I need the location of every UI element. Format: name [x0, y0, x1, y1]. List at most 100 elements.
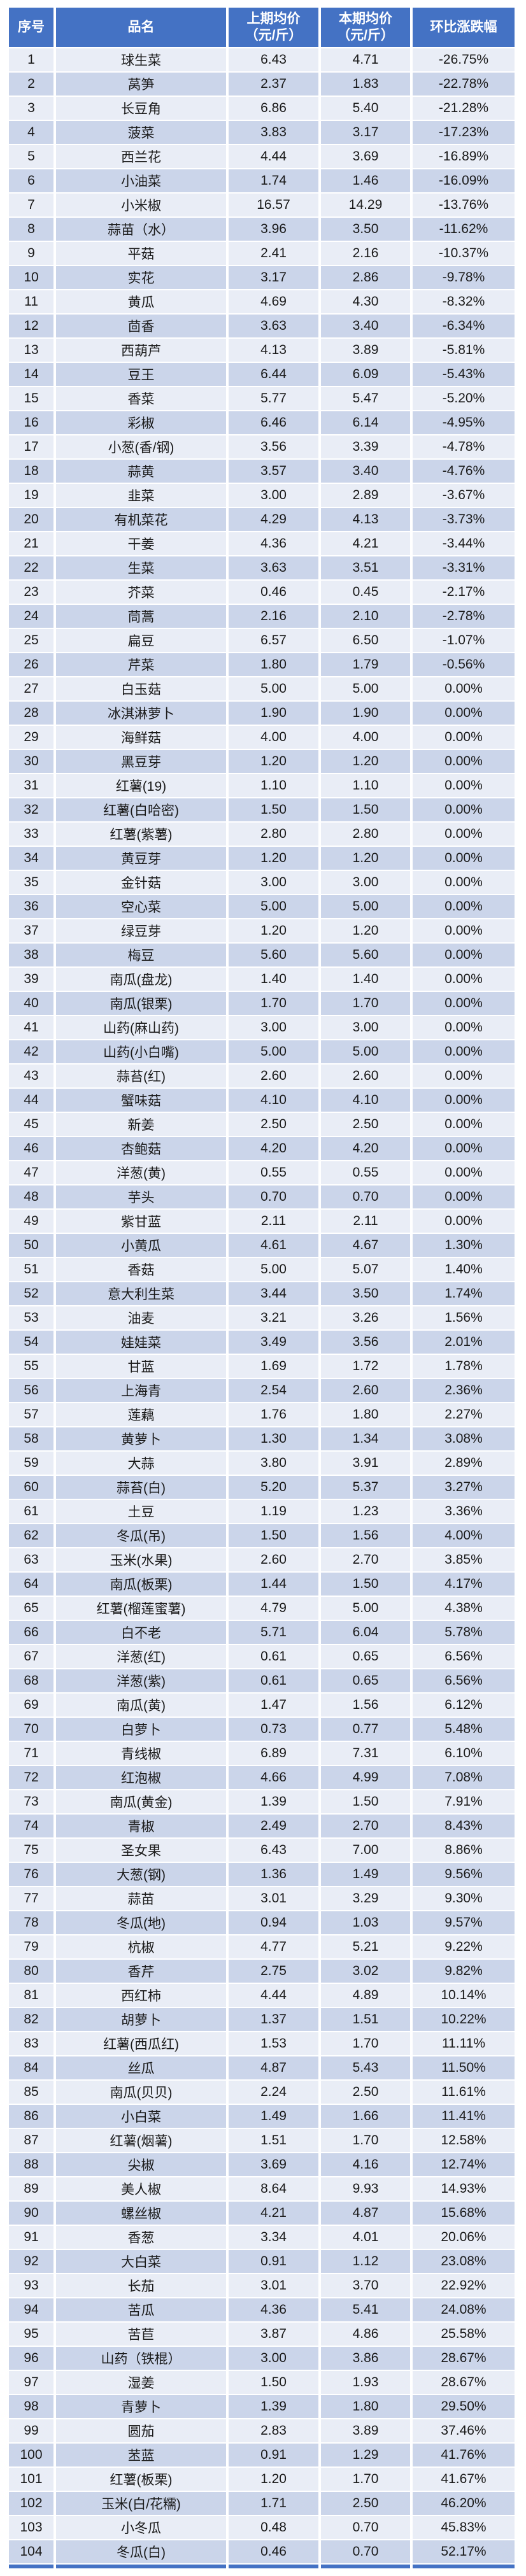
cell-name: 空心菜: [56, 895, 226, 918]
cell-change: 12.74%: [413, 2153, 515, 2176]
cell-change: 5.78%: [413, 1621, 515, 1644]
cell-change: 2.01%: [413, 1331, 515, 1354]
cell-prev-price: 5.60: [229, 944, 318, 966]
table-row: 45 新姜 2.50 2.50 0.00%: [9, 1113, 515, 1136]
table-row: 90 螺丝椒 4.21 4.87 15.68%: [9, 2202, 515, 2225]
cell-prev-price: 1.10: [229, 774, 318, 797]
cell-prev-price: 0.91: [229, 2250, 318, 2273]
cell-curr-price: 2.80: [321, 823, 410, 846]
cell-index: 34: [9, 847, 53, 870]
cell-prev-price: 2.24: [229, 2081, 318, 2104]
cell-index: 40: [9, 992, 53, 1015]
cell-curr-price: 7.31: [321, 1742, 410, 1765]
table-row: 102 玉米(白/花糯) 1.71 2.50 46.20%: [9, 2492, 515, 2515]
cell-curr-price: 1.70: [321, 2129, 410, 2152]
cell-prev-price: 4.87: [229, 2056, 318, 2079]
cell-curr-price: 1.51: [321, 2008, 410, 2031]
cell-index: 60: [9, 1476, 53, 1499]
cell-index: 80: [9, 1960, 53, 1983]
cell-name: 彩椒: [56, 411, 226, 434]
cell-name: 红薯(紫薯): [56, 823, 226, 846]
cell-prev-price: 3.00: [229, 484, 318, 507]
table-row: 10 实花 3.17 2.86 -9.78%: [9, 266, 515, 289]
cell-change: -10.37%: [413, 242, 515, 265]
cell-curr-price: 9.93: [321, 2177, 410, 2200]
table-row: 52 意大利生菜 3.44 3.50 1.74%: [9, 1282, 515, 1305]
cell-change: -3.31%: [413, 556, 515, 579]
cell-change: 11.41%: [413, 2105, 515, 2128]
cell-name: 冰淇淋萝卜: [56, 702, 226, 725]
cell-name: 蒜苔(白): [56, 1476, 226, 1499]
table-row: 79 杭椒 4.77 5.21 9.22%: [9, 1936, 515, 1958]
cell-name: 韭菜: [56, 484, 226, 507]
cell-change: 7.08%: [413, 1766, 515, 1789]
table-row: 48 芋头 0.70 0.70 0.00%: [9, 1185, 515, 1208]
cell-change: -21.28%: [413, 97, 515, 120]
cell-index: 102: [9, 2492, 53, 2515]
table-row: 74 青椒 2.49 2.70 8.43%: [9, 1815, 515, 1837]
cell-change: 28.67%: [413, 2347, 515, 2370]
cell-change: 0.00%: [413, 919, 515, 942]
table-row: 65 红薯(榴莲蜜薯) 4.79 5.00 4.38%: [9, 1597, 515, 1620]
cell-curr-price: 1.83: [321, 73, 410, 96]
cell-index: 75: [9, 1839, 53, 1862]
cell-name: 莲藕: [56, 1403, 226, 1426]
table-row: 7 小米椒 16.57 14.29 -13.76%: [9, 194, 515, 216]
cell-change: 11.61%: [413, 2081, 515, 2104]
cell-name: 杏鲍菇: [56, 1137, 226, 1160]
cell-name: 新姜: [56, 1113, 226, 1136]
cell-curr-price: 2.50: [321, 1113, 410, 1136]
cell-index: 66: [9, 1621, 53, 1644]
table-row: 53 油麦 3.21 3.26 1.56%: [9, 1306, 515, 1329]
cell-prev-price: 1.69: [229, 1355, 318, 1378]
table-row: 2 莴笋 2.37 1.83 -22.78%: [9, 73, 515, 96]
cell-prev-price: 4.20: [229, 1137, 318, 1160]
cell-index: 77: [9, 1887, 53, 1910]
cell-change: 46.20%: [413, 2492, 515, 2515]
cell-name: 胡萝卜: [56, 2008, 226, 2031]
cell-index: 82: [9, 2008, 53, 2031]
table-row: 28 冰淇淋萝卜 1.90 1.90 0.00%: [9, 702, 515, 725]
cell-index: 64: [9, 1573, 53, 1596]
cell-name: 玉米(白/花糯): [56, 2492, 226, 2515]
table-row: 16 彩椒 6.46 6.14 -4.95%: [9, 411, 515, 434]
table-row: 36 空心菜 5.00 5.00 0.00%: [9, 895, 515, 918]
table-row: 64 南瓜(板栗) 1.44 1.50 4.17%: [9, 1573, 515, 1596]
cell-name: 玉米(水果): [56, 1548, 226, 1571]
cell-curr-price: 6.09: [321, 363, 410, 386]
cell-prev-price: 4.36: [229, 2298, 318, 2321]
cell-curr-price: 4.71: [321, 48, 410, 71]
table-row: 43 蒜苔(红) 2.60 2.60 0.00%: [9, 1065, 515, 1087]
cell-prev-price: 3.63: [229, 315, 318, 337]
cell-index: 11: [9, 290, 53, 313]
cell-name: 小油菜: [56, 169, 226, 192]
cell-index: 94: [9, 2298, 53, 2321]
cell-name: 美人椒: [56, 2177, 226, 2200]
table-row: 92 大白菜 0.91 1.12 23.08%: [9, 2250, 515, 2273]
cell-prev-price: 1.40: [229, 968, 318, 991]
cell-prev-price: 4.44: [229, 1984, 318, 2007]
table-row: 31 红薯(19) 1.10 1.10 0.00%: [9, 774, 515, 797]
cell-change: 12.58%: [413, 2129, 515, 2152]
cell-change: 3.85%: [413, 1548, 515, 1571]
cell-prev-price: 4.69: [229, 290, 318, 313]
table-header-row: 序号 品名 上期均价 （元/斤） 本期均价 （元/斤） 环比涨跌幅: [9, 8, 515, 47]
cell-index: 89: [9, 2177, 53, 2200]
cell-curr-price: 1.03: [321, 1911, 410, 1934]
cell-index: 31: [9, 774, 53, 797]
cell-change: 0.00%: [413, 1137, 515, 1160]
cell-name: 蒜苔(红): [56, 1065, 226, 1087]
table-row: 51 香菇 5.00 5.07 1.40%: [9, 1258, 515, 1281]
cell-curr-price: 5.21: [321, 1936, 410, 1958]
cell-change: 0.00%: [413, 847, 515, 870]
cell-index: 103: [9, 2516, 53, 2539]
cell-index: 86: [9, 2105, 53, 2128]
cell-name: 紫甘蓝: [56, 1210, 226, 1233]
cell-index: 15: [9, 387, 53, 410]
cell-prev-price: 8.64: [229, 2177, 318, 2200]
cell-index: 23: [9, 581, 53, 604]
cell-name: 圆茄: [56, 2419, 226, 2442]
cell-name: 蒜黄: [56, 460, 226, 483]
cell-index: 26: [9, 653, 53, 676]
cell-curr-price: 4.89: [321, 1984, 410, 2007]
